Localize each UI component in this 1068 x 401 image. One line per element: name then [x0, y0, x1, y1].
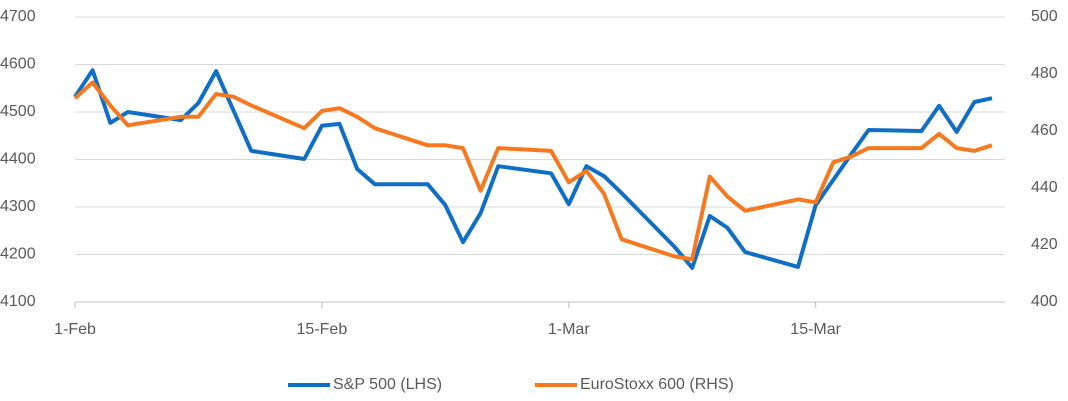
- x-tick-label: 1-Mar: [548, 321, 590, 338]
- y2-tick-label: 460: [1031, 122, 1058, 139]
- series-line: [73, 68, 993, 270]
- y-tick-label: 4600: [0, 56, 36, 73]
- y-tick-label: 4500: [0, 103, 36, 120]
- y-tick-label: 4100: [0, 293, 36, 310]
- y-tick-label: 4700: [0, 8, 36, 25]
- x-tick-label: 15-Mar: [790, 321, 841, 338]
- y-tick-label: 4400: [0, 151, 36, 168]
- y-tick-label: 4200: [0, 246, 36, 263]
- y2-tick-label: 420: [1031, 236, 1058, 253]
- x-tick-label: 15-Feb: [297, 321, 348, 338]
- y-tick-label: 4300: [0, 198, 36, 215]
- legend-label: EuroStoxx 600 (RHS): [580, 376, 734, 393]
- legend-label: S&P 500 (LHS): [333, 376, 442, 393]
- x-tick-label: 1-Feb: [54, 321, 96, 338]
- y2-tick-label: 440: [1031, 179, 1058, 196]
- y2-tick-label: 400: [1031, 293, 1058, 310]
- series-line: [73, 80, 993, 262]
- y2-tick-label: 500: [1031, 8, 1058, 25]
- y2-tick-label: 480: [1031, 65, 1058, 82]
